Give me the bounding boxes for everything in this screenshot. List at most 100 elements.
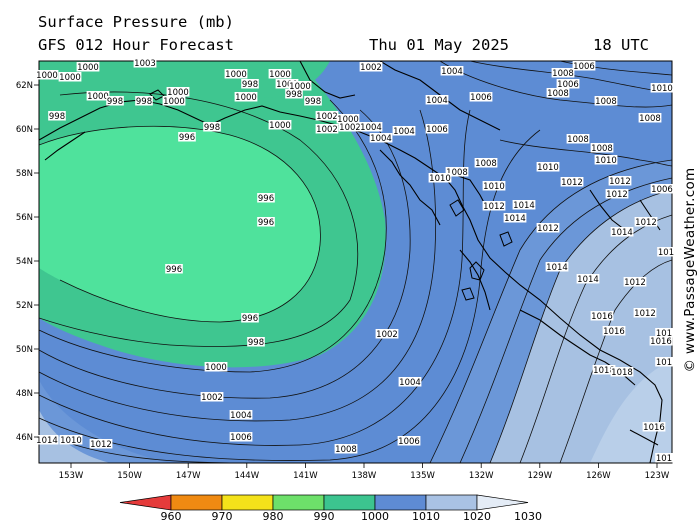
svg-text:996: 996: [166, 265, 182, 275]
isobar-label: 1006: [229, 432, 253, 443]
svg-text:101: 101: [656, 358, 672, 368]
colorbar-swatch: [476, 494, 529, 511]
svg-text:1012: 1012: [624, 278, 646, 288]
svg-text:996: 996: [258, 194, 274, 204]
svg-text:101: 101: [656, 454, 672, 464]
isobar-label: 1008: [594, 96, 618, 107]
svg-text:1002: 1002: [339, 123, 361, 133]
isobar-label: 1014: [545, 262, 569, 273]
svg-text:998: 998: [49, 112, 65, 122]
latitude-tick-label: 52N: [16, 301, 33, 311]
svg-text:1000: 1000: [276, 80, 298, 90]
isobar-label: 101: [655, 453, 673, 464]
isobar-label: 1000: [336, 114, 360, 125]
isobar-label: 1016: [590, 311, 614, 322]
svg-text:1002: 1002: [201, 393, 223, 403]
isobar-label: 1012: [89, 439, 113, 450]
svg-text:1018: 1018: [593, 366, 615, 376]
isobar-label: 996: [241, 313, 259, 324]
svg-text:1008: 1008: [446, 168, 468, 178]
svg-text:1016: 1016: [650, 337, 672, 347]
isobar-label: 1006: [397, 436, 421, 447]
svg-text:1012: 1012: [635, 218, 657, 228]
svg-text:1012: 1012: [609, 177, 631, 187]
colorbar-tick-label: 960: [161, 510, 182, 523]
svg-text:1004: 1004: [441, 67, 463, 77]
isobar-label: 1000: [288, 81, 312, 92]
svg-text:1000: 1000: [36, 71, 58, 81]
isobar-label: 1012: [536, 223, 560, 234]
svg-text:1006: 1006: [651, 185, 673, 195]
isobar-label: 1000: [162, 96, 186, 107]
svg-text:1000: 1000: [163, 97, 185, 107]
colorbar-tick-label: 1010: [412, 510, 440, 523]
isobar-label: 1000: [76, 62, 100, 73]
isobar-label: 1002: [375, 329, 399, 340]
isobar-label: 1008: [546, 88, 570, 99]
latitude-tick-label: 62N: [16, 81, 33, 91]
isobar-label: 1000: [268, 69, 292, 80]
isobar-label: 1006: [556, 79, 580, 90]
isobar-label: 998: [304, 96, 322, 107]
longitude-tick-label: 144W: [234, 471, 259, 481]
isobar-label: 1016: [649, 336, 673, 347]
isobar-label: 996: [165, 264, 183, 275]
isobar-label: 998: [106, 96, 124, 107]
isobar-label: 1008: [551, 68, 575, 79]
isobar-label: 1004: [440, 66, 464, 77]
colorbar-swatch: [272, 494, 325, 511]
svg-text:1010: 1010: [651, 84, 673, 94]
isobar-label: 1000: [35, 70, 59, 81]
longitude-tick-label: 141W: [293, 471, 318, 481]
svg-text:998: 998: [286, 90, 302, 100]
isobar-label: 1014: [610, 227, 634, 238]
svg-text:1010: 1010: [60, 436, 82, 446]
svg-text:1000: 1000: [77, 63, 99, 73]
svg-text:1012: 1012: [606, 190, 628, 200]
longitude-tick-label: 129W: [527, 471, 552, 481]
svg-text:1012: 1012: [483, 202, 505, 212]
svg-text:1014: 1014: [513, 201, 535, 211]
isobar-label: 1018: [610, 367, 634, 378]
svg-text:998: 998: [305, 97, 321, 107]
svg-text:1014: 1014: [504, 214, 526, 224]
isobar-label: 998: [48, 111, 66, 122]
svg-text:998: 998: [248, 338, 264, 348]
latitude-tick-label: 54N: [16, 257, 33, 267]
svg-text:1008: 1008: [639, 114, 661, 124]
svg-text:1000: 1000: [59, 73, 81, 83]
isobar-label: 1000: [234, 92, 258, 103]
svg-text:1004: 1004: [230, 411, 252, 421]
isobar-label: 1014: [576, 274, 600, 285]
forecast-label: GFS 012 Hour Forecast: [38, 36, 234, 54]
svg-text:1014: 1014: [546, 263, 568, 273]
isobar-label: 1012: [633, 308, 657, 319]
isobar-label: 996: [257, 193, 275, 204]
isobar-label: 1004: [229, 410, 253, 421]
isobar-label: 1000: [204, 362, 228, 373]
isobar-label: 1004: [398, 377, 422, 388]
svg-text:1016: 1016: [603, 327, 625, 337]
isobar-label: 1018: [592, 365, 616, 376]
isobar-label: 998: [285, 89, 303, 100]
latitude-tick-label: 60N: [16, 125, 33, 135]
svg-text:1010: 1010: [483, 182, 505, 192]
svg-text:1000: 1000: [337, 115, 359, 125]
isobar-label: 1006: [425, 124, 449, 135]
svg-text:1006: 1006: [230, 433, 252, 443]
isobar-label: 1002: [315, 111, 339, 122]
isobar-label: 1002: [359, 62, 383, 73]
colorbar-tick-label: 980: [263, 510, 284, 523]
isobar-label: 1012: [482, 201, 506, 212]
svg-text:996: 996: [242, 314, 258, 324]
svg-text:1002: 1002: [316, 112, 338, 122]
longitude-tick-label: 138W: [352, 471, 377, 481]
colorbar-swatch: [374, 494, 427, 511]
svg-text:1000: 1000: [205, 363, 227, 373]
svg-text:1008: 1008: [552, 69, 574, 79]
longitude-tick-label: 153W: [59, 471, 84, 481]
forecast-time: 18 UTC: [593, 36, 649, 54]
svg-text:1016: 1016: [591, 312, 613, 322]
isobar-label: 1010: [650, 83, 674, 94]
